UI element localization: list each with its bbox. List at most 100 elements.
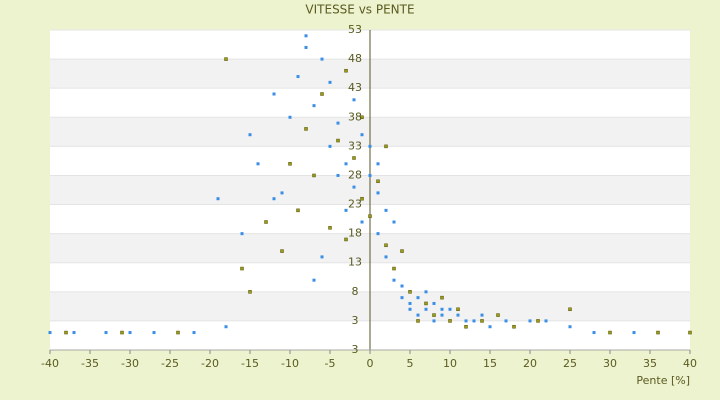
point bbox=[416, 296, 420, 300]
x-tick-label: 5 bbox=[407, 357, 414, 370]
point bbox=[264, 220, 268, 224]
point bbox=[328, 80, 332, 84]
x-tick-label: -25 bbox=[161, 357, 179, 370]
point bbox=[632, 331, 636, 335]
point bbox=[408, 307, 412, 311]
point bbox=[336, 121, 340, 125]
point bbox=[544, 319, 548, 323]
point bbox=[384, 144, 388, 149]
point bbox=[280, 249, 284, 253]
x-tick-label: 30 bbox=[603, 357, 617, 370]
point bbox=[192, 331, 196, 335]
x-tick-label: 35 bbox=[643, 357, 657, 370]
x-axis-title: Pente [%] bbox=[636, 374, 690, 387]
point bbox=[248, 133, 252, 137]
point bbox=[344, 237, 348, 242]
point bbox=[344, 162, 348, 166]
point bbox=[608, 330, 612, 335]
point bbox=[448, 307, 452, 311]
point bbox=[336, 173, 340, 177]
x-tick-label: 15 bbox=[483, 357, 497, 370]
point bbox=[384, 243, 388, 248]
point bbox=[456, 307, 460, 312]
point bbox=[392, 266, 396, 271]
point bbox=[384, 255, 388, 259]
y-tick-label: 13 bbox=[348, 256, 362, 269]
point bbox=[312, 173, 316, 178]
point bbox=[656, 330, 660, 335]
x-tick-label: -20 bbox=[201, 357, 219, 370]
point bbox=[304, 45, 308, 49]
point bbox=[176, 330, 180, 335]
point bbox=[360, 133, 364, 137]
point bbox=[296, 208, 300, 213]
point bbox=[480, 313, 484, 317]
point bbox=[312, 104, 316, 108]
point bbox=[368, 173, 372, 177]
x-tick-label: -10 bbox=[281, 357, 299, 370]
x-tick-label: -5 bbox=[325, 357, 336, 370]
y-tick-label: 28 bbox=[348, 168, 362, 181]
point bbox=[128, 331, 132, 335]
point bbox=[592, 331, 596, 335]
x-tick-label: 40 bbox=[683, 357, 697, 370]
point bbox=[416, 313, 420, 317]
point bbox=[72, 331, 76, 335]
point bbox=[304, 127, 308, 131]
point bbox=[512, 324, 516, 329]
point bbox=[360, 115, 364, 120]
point bbox=[328, 226, 332, 230]
point bbox=[48, 331, 52, 335]
point bbox=[464, 319, 468, 323]
point bbox=[320, 92, 324, 96]
point bbox=[440, 295, 444, 300]
point bbox=[424, 307, 428, 311]
x-tick-label: 25 bbox=[563, 357, 577, 370]
point bbox=[448, 319, 452, 323]
point bbox=[432, 301, 436, 305]
y-tick-label: 38 bbox=[348, 110, 362, 123]
point bbox=[392, 220, 396, 224]
point bbox=[384, 208, 388, 212]
point bbox=[272, 92, 276, 96]
point bbox=[296, 75, 300, 79]
point bbox=[568, 307, 572, 312]
point bbox=[536, 319, 540, 323]
x-tick-label: -15 bbox=[241, 357, 259, 370]
point bbox=[240, 266, 244, 271]
y-tick-label: 3 bbox=[352, 314, 359, 327]
point bbox=[376, 232, 380, 236]
point bbox=[288, 115, 292, 119]
point bbox=[416, 319, 420, 323]
point bbox=[328, 144, 332, 148]
point bbox=[320, 57, 324, 61]
point bbox=[504, 319, 508, 323]
point bbox=[440, 307, 444, 311]
point bbox=[152, 331, 156, 335]
point bbox=[344, 68, 348, 73]
point bbox=[688, 330, 692, 335]
point bbox=[488, 325, 492, 329]
x-tick-label: -35 bbox=[81, 357, 99, 370]
y-tick-label: 33 bbox=[348, 139, 362, 152]
point bbox=[392, 278, 396, 282]
point bbox=[360, 196, 364, 201]
point bbox=[424, 301, 428, 306]
point bbox=[256, 162, 260, 166]
point bbox=[528, 319, 532, 323]
point bbox=[288, 162, 292, 166]
point bbox=[376, 191, 380, 195]
x-tick-label: -40 bbox=[41, 357, 59, 370]
point bbox=[280, 191, 284, 195]
point bbox=[368, 144, 372, 148]
point bbox=[224, 57, 228, 61]
point bbox=[352, 98, 356, 102]
point bbox=[424, 290, 428, 294]
y-tick-label: 8 bbox=[352, 285, 359, 298]
y-tick-label: 23 bbox=[348, 198, 362, 211]
point bbox=[496, 313, 500, 317]
point bbox=[464, 324, 468, 329]
point bbox=[320, 255, 324, 259]
point bbox=[360, 220, 364, 224]
x-tick-label: 0 bbox=[367, 357, 374, 370]
